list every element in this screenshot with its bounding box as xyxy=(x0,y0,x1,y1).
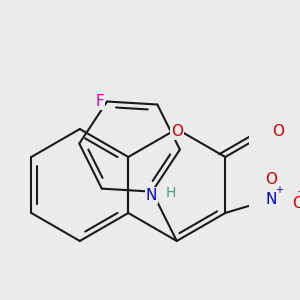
Text: H: H xyxy=(166,186,176,200)
Text: O: O xyxy=(265,172,277,188)
Text: N: N xyxy=(265,192,277,207)
Text: -: - xyxy=(297,185,300,199)
Text: F: F xyxy=(95,94,104,109)
Text: O: O xyxy=(272,124,284,139)
Text: O: O xyxy=(292,196,300,211)
Text: +: + xyxy=(275,184,284,195)
Text: O: O xyxy=(171,124,183,139)
Text: N: N xyxy=(146,188,157,203)
